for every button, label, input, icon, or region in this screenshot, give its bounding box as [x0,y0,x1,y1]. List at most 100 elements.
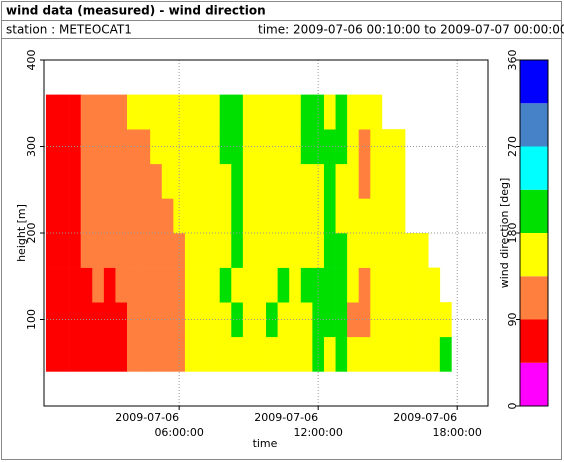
heat-cell [92,336,105,372]
colorbar-segment [520,362,548,406]
heat-cell [80,163,93,199]
heat-cell [103,336,116,372]
heat-cell [370,267,383,303]
heat-cell [161,336,174,372]
heat-cell [358,336,371,372]
heat-cell [370,302,383,338]
heat-cell [103,94,116,130]
heat-cell [381,129,394,165]
heat-cell [254,336,267,372]
heat-cell [184,233,197,268]
heat-cell [300,233,313,268]
heat-cell [196,233,209,268]
heat-cell [45,302,58,338]
heat-cell [127,129,139,165]
heat-cell [393,163,406,199]
heat-cell [323,336,336,372]
heat-cell [184,267,197,303]
heat-cell [138,129,151,165]
heat-cell [266,129,278,165]
heat-cell [416,336,429,372]
heat-cell [173,94,186,130]
heat-cell [312,302,325,338]
heat-cell [393,267,406,303]
heat-cell [231,233,244,268]
heat-cell [208,129,220,165]
heat-cell [184,163,197,199]
heat-cell [393,129,406,165]
heat-cell [277,267,290,303]
x-tick-label: 2009-07-06 12:00:00 [254,411,343,439]
heat-cell [358,129,371,165]
heat-cell [219,198,232,234]
heat-cell [115,336,128,372]
heat-cell [416,233,429,268]
heat-cell [92,94,105,130]
heat-cell [184,129,197,165]
heat-cell [45,94,58,130]
heat-cell [57,233,70,268]
heat-cell [138,233,151,268]
heat-cell [231,198,244,234]
heat-cell [266,302,278,338]
y-tick-label: 300 [25,136,38,157]
heat-cell [69,129,81,165]
heat-cell [312,163,325,199]
heat-cell [219,94,232,130]
heat-cell [103,198,116,234]
heat-cell [335,233,348,268]
heat-cell [266,336,278,372]
colorbar-tick-label: 180 [506,223,519,244]
heat-cell [347,233,360,268]
heat-cell [428,267,441,303]
heat-cell [127,336,139,372]
heat-cell [231,336,244,372]
heat-cell [242,94,255,130]
heat-cell [219,336,232,372]
heat-cell [381,267,394,303]
heat-cell [242,336,255,372]
heat-cell [80,94,93,130]
heat-cell [45,129,58,165]
heat-cell [80,336,93,372]
heat-cell [208,336,220,372]
heat-cell [184,94,197,130]
heat-cell [45,163,58,199]
colorbar-segment [520,276,548,320]
heat-cell [405,336,417,372]
heat-cell [347,163,360,199]
heat-cell [266,163,278,199]
heat-cell [127,94,139,130]
heat-cell [242,267,255,303]
heat-cell [335,198,348,234]
colorbar-segment [520,60,548,104]
heat-cell [69,267,81,303]
heat-cell [69,198,81,234]
heat-cell [254,94,267,130]
heat-cell [196,94,209,130]
heat-cell [289,94,302,130]
heat-cell [254,233,267,268]
heat-cell [219,302,232,338]
heat-cell [381,302,394,338]
heat-cell [358,233,371,268]
heat-cell [289,336,302,372]
heat-cell [393,302,406,338]
heat-cell [289,163,302,199]
heat-cell [254,267,267,303]
heat-cell [69,302,81,338]
heat-cell [161,267,174,303]
colorbar-tick-label: 90 [506,313,519,327]
heat-cell [138,302,151,338]
heat-cell [219,233,232,268]
heat-cell [358,267,371,303]
heat-cell [115,198,128,234]
heat-cell [254,198,267,234]
heat-cell [45,267,58,303]
heat-cell [127,302,139,338]
heat-cell [173,233,186,268]
heat-cell [103,302,116,338]
chart-title: wind data (measured) - wind direction [6,4,266,18]
x-tick-label: 2009-07-06 18:00:00 [393,411,482,439]
